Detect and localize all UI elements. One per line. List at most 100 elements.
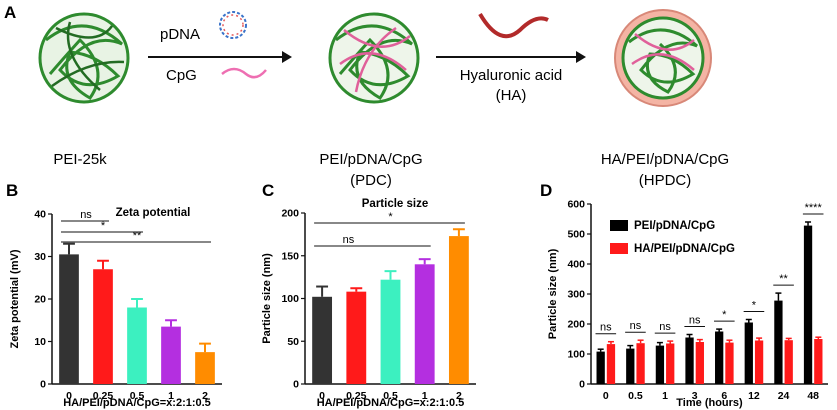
legend-swatch [610, 220, 628, 231]
x-tick-label: 0.5 [383, 390, 398, 402]
x-tick-label: 48 [807, 390, 819, 402]
bar [725, 342, 734, 384]
y-tick-label: 20 [34, 294, 46, 306]
bar [774, 300, 783, 384]
pdna-label: pDNA [160, 26, 200, 43]
legend-label: HA/PEI/pDNA/CpG [634, 243, 735, 255]
bar [715, 331, 724, 384]
ha-strand-icon [478, 12, 549, 39]
pei-particle-icon [38, 12, 130, 104]
x-tick-label: 6 [721, 390, 727, 402]
y-tick-label: 0 [40, 379, 46, 391]
y-tick-label: 50 [287, 336, 299, 348]
x-tick-label: 3 [692, 390, 698, 402]
panel-letter: B [6, 181, 18, 200]
cpg-strand-icon [221, 67, 267, 79]
bar [346, 291, 367, 384]
significance-label: ns [600, 322, 612, 334]
significance-label: * [722, 309, 727, 321]
x-tick-label: 0 [319, 390, 325, 402]
y-tick-label: 10 [34, 336, 46, 348]
bar [414, 264, 435, 384]
y-tick-label: 40 [34, 209, 46, 221]
x-tick-label: 1 [168, 390, 174, 402]
x-tick-label: 0.5 [130, 390, 145, 402]
bar [448, 236, 469, 384]
significance-label: **** [805, 202, 823, 214]
bar [655, 345, 665, 384]
hpdc-particle-icon [614, 9, 712, 107]
pdna-plasmid-icon [219, 11, 247, 39]
y-tick-label: 0 [293, 379, 299, 391]
significance-label: ns [343, 234, 355, 246]
step2-arrowhead-icon [576, 51, 586, 63]
cpg-label: CpG [166, 67, 197, 84]
bar [685, 337, 694, 384]
bar [666, 343, 675, 384]
x-tick-label: 0.5 [628, 390, 643, 402]
significance-label: * [101, 220, 106, 232]
name-pdc-line1: PEI/pDNA/CpG [319, 151, 422, 168]
x-axis-label: Time (hours) [676, 397, 743, 409]
y-axis-label: Particle size (nm) [261, 253, 273, 344]
y-tick-label: 200 [281, 208, 299, 220]
y-tick-label: 150 [281, 250, 299, 262]
ha-label-line1: Hyaluronic acid [460, 67, 563, 84]
bar [59, 254, 79, 384]
significance-label: ** [779, 273, 788, 285]
bar [626, 348, 635, 384]
chart-c-particle-size: C 0 50 100 150 200 Particle size (nm) HA/PEI/pD… [261, 181, 476, 409]
pdc-particle-icon [328, 12, 420, 104]
bar [803, 225, 813, 384]
step1-arrowhead-icon [282, 51, 292, 63]
x-tick-label: 1 [422, 390, 428, 402]
name-pei: PEI-25k [53, 151, 107, 168]
bar [606, 344, 616, 384]
y-axis-label: Particle size (nm) [547, 248, 559, 339]
panel-letter: C [262, 181, 274, 200]
panel-a-schematic: A pDNA CpG Hyaluronic acid (HA) [4, 3, 729, 189]
x-tick-label: 1 [662, 390, 668, 402]
bar [380, 279, 401, 384]
x-axis-label: HA/PEI/pDNA/CpG=x:2:1:0.5 [317, 397, 465, 409]
ha-label-line2: (HA) [496, 87, 527, 104]
panel-letter: D [540, 181, 552, 200]
significance-label: ns [689, 315, 701, 327]
y-tick-label: 30 [34, 251, 46, 263]
bar [195, 352, 215, 384]
bar [636, 343, 645, 384]
bar [784, 340, 793, 384]
legend-swatch [610, 243, 628, 254]
x-tick-label: 2 [202, 390, 208, 402]
chart-title: Particle size [362, 198, 428, 210]
name-hpdc-line2: (HPDC) [639, 172, 692, 189]
x-tick-label: 12 [748, 390, 760, 402]
y-tick-label: 0 [579, 379, 585, 391]
x-axis-label: HA/PEI/pDNA/CpG=x:2:1:0.5 [63, 397, 211, 409]
bar [127, 307, 147, 384]
y-tick-label: 100 [567, 349, 585, 361]
y-tick-label: 500 [567, 229, 585, 241]
panel-a-letter: A [4, 3, 16, 22]
y-tick-label: 100 [281, 293, 299, 305]
bar [814, 339, 823, 384]
significance-label: * [752, 300, 757, 312]
x-tick-label: 24 [778, 390, 790, 402]
significance-label: ns [659, 321, 671, 333]
bar [312, 296, 333, 384]
chart-title: Zeta potential [116, 207, 191, 219]
y-tick-label: 600 [567, 199, 585, 211]
name-pdc-line2: (PDC) [350, 172, 392, 189]
significance-label: ns [80, 209, 92, 221]
bar [695, 342, 704, 384]
x-tick-label: 0 [66, 390, 72, 402]
bar [754, 340, 764, 384]
y-tick-label: 200 [567, 319, 585, 331]
x-tick-label: 0.25 [346, 390, 367, 402]
y-tick-label: 300 [567, 289, 585, 301]
x-tick-label: 0 [603, 390, 609, 402]
x-tick-label: 2 [456, 390, 462, 402]
chart-d-particle-size-time: D 0 100 200 300 400 500 600 Particle size (nm) Ti… [540, 181, 828, 409]
